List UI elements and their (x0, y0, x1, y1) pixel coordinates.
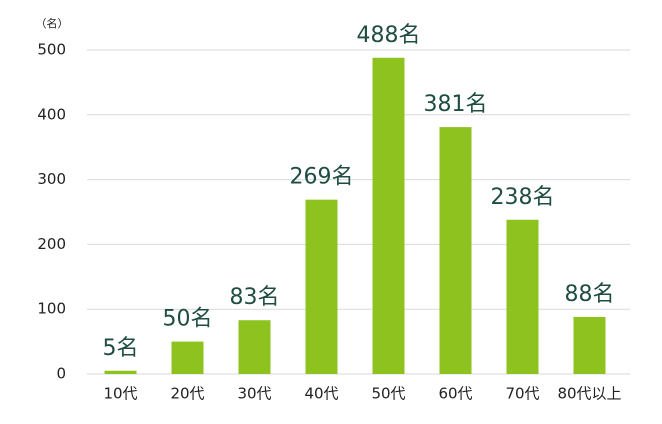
bar (171, 341, 204, 374)
y-tick-label: 200 (37, 235, 66, 253)
value-label: 50名 (163, 307, 213, 332)
value-label: 269名 (290, 165, 354, 190)
bar (238, 320, 271, 374)
bar (439, 127, 472, 374)
y-tick-label: 100 (37, 300, 66, 318)
value-label: 83名 (230, 285, 280, 310)
y-tick-label: 400 (37, 105, 66, 123)
y-tick-label: 500 (37, 41, 66, 59)
value-label: 488名 (357, 23, 421, 48)
y-tick-label: 0 (56, 365, 66, 383)
x-tick-label: 30代 (237, 385, 271, 403)
x-tick-label: 50代 (371, 385, 405, 403)
value-label: 88名 (565, 282, 615, 307)
x-tick-label: 10代 (103, 385, 137, 403)
bar (573, 316, 606, 374)
y-tick-label: 300 (37, 170, 66, 188)
bar (104, 370, 137, 374)
x-tick-label: 60代 (438, 385, 472, 403)
x-tick-label: 80代以上 (557, 385, 621, 403)
x-tick-label: 70代 (505, 385, 539, 403)
bar (506, 219, 539, 374)
bar (372, 57, 405, 374)
x-tick-label: 40代 (304, 385, 338, 403)
value-label: 238名 (491, 185, 555, 210)
value-label: 381名 (424, 92, 488, 117)
y-axis-label: （名） (36, 16, 69, 30)
bar (305, 199, 338, 374)
x-tick-label: 20代 (170, 385, 204, 403)
value-label: 5名 (103, 336, 139, 361)
